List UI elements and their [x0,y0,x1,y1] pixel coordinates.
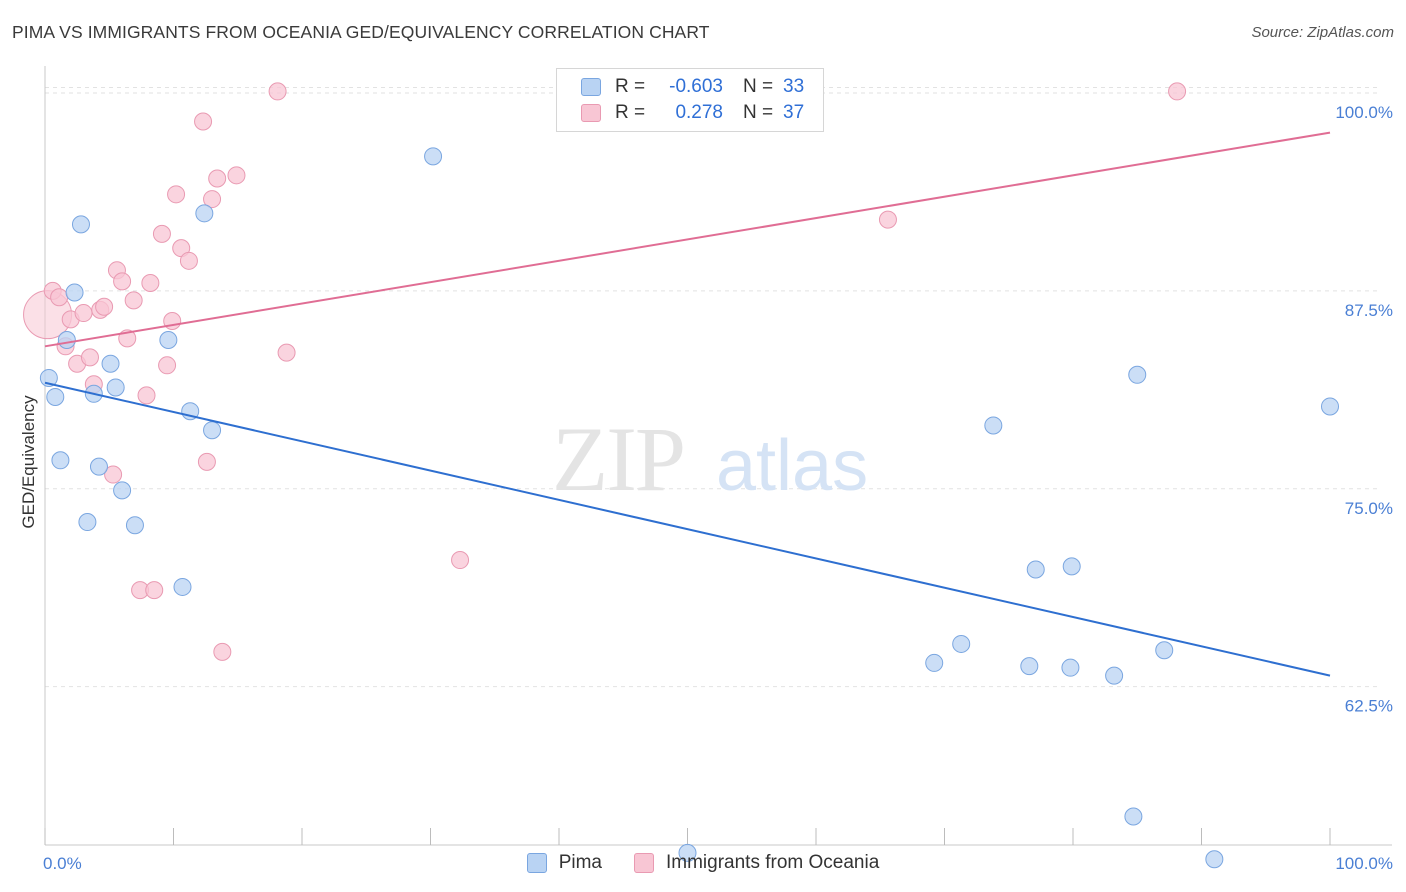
data-point-pima [46,387,65,406]
data-point-pima [1062,557,1081,576]
watermark-zip: ZIP [552,408,684,510]
data-point-oceania [113,272,132,291]
watermark: ZIP atlas [552,408,868,510]
data-point-oceania [203,190,222,209]
data-point-oceania [167,185,186,204]
data-point-oceania [1168,82,1187,101]
data-point-pima [195,204,214,223]
data-point-pima [71,215,90,234]
legend-item-pima: Pima [526,852,602,874]
legend-n-label: N = [743,102,774,123]
data-point-oceania [74,304,93,323]
data-point-pima [952,634,971,653]
legend-label-oceania: Immigrants from Oceania [666,852,880,873]
data-point-oceania [197,452,216,471]
legend-swatch-oceania [581,104,601,122]
data-point-pima [1026,560,1045,579]
legend-r-value-pima: -0.603 [669,76,723,97]
data-point-pima [57,330,76,349]
data-point-oceania [152,224,171,243]
data-point-oceania [451,551,470,570]
data-point-pima [1124,807,1143,826]
trend-layer [44,131,1331,677]
data-point-oceania [145,581,164,600]
data-point-pima [173,577,192,596]
data-point-pima [113,481,132,500]
legend-swatch-oceania [634,853,654,873]
legend-correlation-box: R = -0.603 N = 33 R = 0.278 N = 37 [556,68,824,132]
axes-layer [44,66,1392,846]
data-point-oceania [137,386,156,405]
legend-label-pima: Pima [558,852,602,873]
x-tick-label-min: 0.0% [43,854,82,873]
chart-title: PIMA VS IMMIGRANTS FROM OCEANIA GED/EQUI… [12,22,710,42]
data-point-pima [101,354,120,373]
data-point-oceania [158,356,177,375]
data-point-oceania [141,273,160,292]
legend-n-label: N = [743,76,774,97]
data-point-oceania [878,210,897,229]
data-point-oceania [227,166,246,185]
y-tick-label: 75.0% [1345,499,1393,518]
legend-r-label: R = [615,76,646,97]
data-point-oceania [268,82,287,101]
data-point-oceania [277,343,296,362]
y-tick-label: 100.0% [1335,103,1393,122]
data-point-pima [203,421,222,440]
data-point-oceania [50,288,69,307]
grid-layer [45,86,1380,688]
y-tick-label: 62.5% [1345,697,1393,716]
data-point-pima [678,843,697,862]
legend-swatch-pima [526,853,547,873]
y-axis-title: GED/Equivalency [19,395,38,529]
labels-layer: GED/Equivalency 62.5% 75.0% 87.5% 100.0% 0.0… [19,103,1393,873]
data-point-pima [1321,397,1339,416]
legend-r-value-oceania: 0.278 [675,102,723,123]
data-point-pima [51,451,70,470]
data-point-oceania [80,348,99,367]
data-point-pima [424,147,443,166]
legend-swatch-pima [581,78,601,96]
watermark-atlas: atlas [716,426,868,506]
data-point-pima [78,513,97,532]
data-point-oceania [213,642,232,661]
data-point-pima [106,378,125,397]
data-point-pima [159,330,178,349]
legend-item-oceania: Immigrants from Oceania [634,852,879,874]
y-tick-label: 87.5% [1345,301,1393,320]
data-point-pima [1155,641,1174,660]
data-point-pima [1020,657,1039,676]
legend-series: Pima Immigrants from Oceania [0,852,1406,874]
legend-n-value-oceania: 37 [783,102,805,123]
data-point-pima [1105,666,1124,685]
points-layer [23,82,1339,869]
legend-row-pima: R = -0.603 N = 33 [581,74,804,100]
data-point-oceania [124,291,143,310]
data-point-pima [925,653,944,672]
data-point-pima [65,283,84,302]
legend-row-oceania: R = 0.278 N = 37 [581,100,804,126]
data-point-pima [984,416,1003,435]
data-point-pima [39,368,58,387]
trend-line-oceania [44,131,1331,348]
data-point-oceania [208,169,227,188]
data-point-oceania [95,297,114,316]
legend-r-label: R = [615,102,646,123]
data-point-oceania [104,465,123,484]
trend-line-pima [44,381,1331,677]
x-tick-label-max: 100.0% [1335,854,1393,873]
data-point-oceania [194,112,213,131]
data-point-oceania [179,251,198,270]
data-point-pima [1061,658,1080,677]
legend-n-value-pima: 33 [783,76,805,97]
data-point-pima [125,516,144,535]
data-point-pima [89,457,108,476]
chart-source: Source: ZipAtlas.com [1251,24,1394,41]
data-point-pima [1128,365,1147,384]
data-point-pima [1205,850,1224,869]
